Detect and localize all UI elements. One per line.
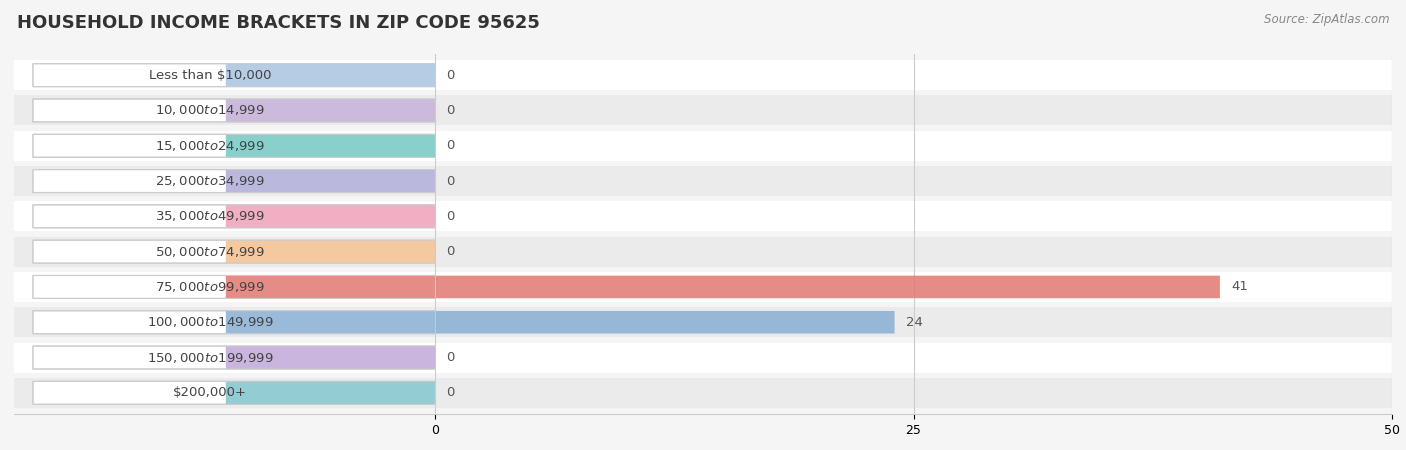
FancyBboxPatch shape: [32, 275, 436, 298]
Text: $75,000 to $99,999: $75,000 to $99,999: [155, 280, 264, 294]
Text: $100,000 to $149,999: $100,000 to $149,999: [146, 315, 273, 329]
FancyBboxPatch shape: [32, 346, 436, 369]
FancyBboxPatch shape: [32, 311, 436, 334]
Text: 0: 0: [447, 175, 456, 188]
Text: $150,000 to $199,999: $150,000 to $199,999: [146, 351, 273, 364]
Bar: [14, 237, 1392, 267]
Text: Less than $10,000: Less than $10,000: [149, 69, 271, 82]
Text: 0: 0: [447, 245, 456, 258]
FancyBboxPatch shape: [226, 240, 436, 263]
Text: $35,000 to $49,999: $35,000 to $49,999: [155, 209, 264, 223]
Text: $25,000 to $34,999: $25,000 to $34,999: [155, 174, 264, 188]
Text: $200,000+: $200,000+: [173, 386, 247, 399]
Text: 41: 41: [1232, 280, 1249, 293]
Bar: [14, 378, 1392, 408]
Bar: [14, 166, 1392, 196]
Text: 0: 0: [447, 139, 456, 152]
FancyBboxPatch shape: [226, 381, 436, 404]
Bar: [14, 131, 1392, 161]
Text: 0: 0: [447, 351, 456, 364]
Bar: [14, 201, 1392, 231]
Bar: [14, 272, 1392, 302]
FancyBboxPatch shape: [226, 64, 436, 87]
Text: 0: 0: [447, 386, 456, 399]
FancyBboxPatch shape: [32, 381, 436, 404]
Bar: [14, 342, 1392, 373]
FancyBboxPatch shape: [226, 275, 436, 298]
Text: 0: 0: [447, 69, 456, 82]
FancyBboxPatch shape: [32, 170, 436, 193]
FancyBboxPatch shape: [32, 99, 436, 122]
FancyBboxPatch shape: [32, 240, 436, 263]
FancyBboxPatch shape: [32, 64, 436, 87]
FancyBboxPatch shape: [226, 311, 436, 334]
FancyBboxPatch shape: [226, 170, 436, 193]
Bar: [14, 95, 1392, 126]
FancyBboxPatch shape: [226, 99, 436, 122]
Text: $15,000 to $24,999: $15,000 to $24,999: [155, 139, 264, 153]
FancyBboxPatch shape: [434, 276, 1220, 298]
Text: Source: ZipAtlas.com: Source: ZipAtlas.com: [1264, 14, 1389, 27]
FancyBboxPatch shape: [226, 134, 436, 157]
Bar: [14, 60, 1392, 90]
FancyBboxPatch shape: [226, 346, 436, 369]
FancyBboxPatch shape: [434, 311, 894, 333]
Bar: [14, 307, 1392, 337]
Text: $10,000 to $14,999: $10,000 to $14,999: [155, 104, 264, 117]
Text: 0: 0: [447, 104, 456, 117]
FancyBboxPatch shape: [226, 205, 436, 228]
Text: 24: 24: [905, 316, 922, 329]
FancyBboxPatch shape: [32, 134, 436, 157]
FancyBboxPatch shape: [32, 205, 436, 228]
Text: 0: 0: [447, 210, 456, 223]
Text: HOUSEHOLD INCOME BRACKETS IN ZIP CODE 95625: HOUSEHOLD INCOME BRACKETS IN ZIP CODE 95…: [17, 14, 540, 32]
Text: $50,000 to $74,999: $50,000 to $74,999: [155, 245, 264, 259]
